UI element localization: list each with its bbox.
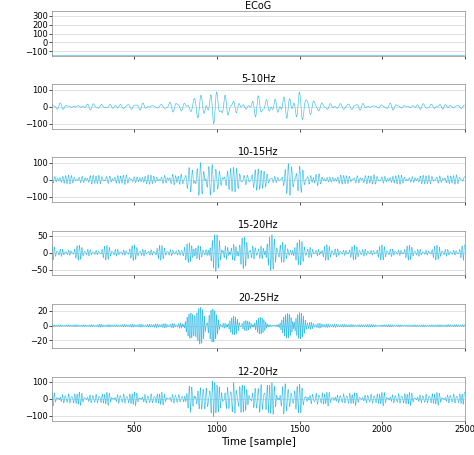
Title: 15-20Hz: 15-20Hz — [238, 220, 279, 230]
Title: ECoG: ECoG — [245, 1, 272, 11]
Title: 10-15Hz: 10-15Hz — [238, 147, 279, 157]
Title: 12-20Hz: 12-20Hz — [238, 367, 279, 377]
Title: 20-25Hz: 20-25Hz — [238, 293, 279, 303]
X-axis label: Time [sample]: Time [sample] — [221, 437, 296, 447]
Title: 5-10Hz: 5-10Hz — [241, 74, 275, 84]
